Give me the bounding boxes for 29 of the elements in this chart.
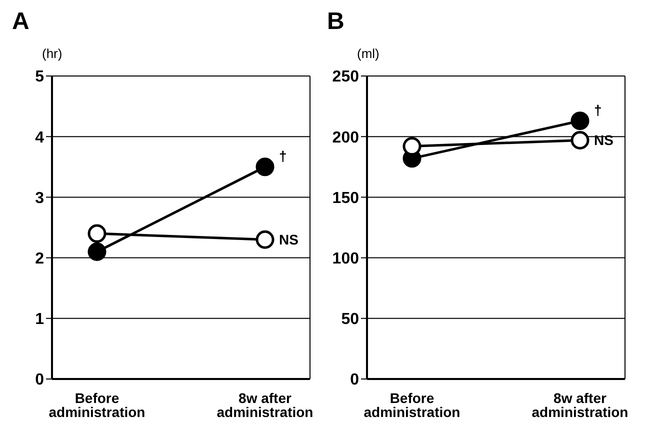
x-tick-label: Before administration	[48, 390, 146, 420]
x-tick-label: Before administration	[364, 390, 460, 420]
y-tick-label: 50	[341, 311, 360, 328]
y-tick-label: 0	[35, 372, 44, 389]
y-tick-label: 5	[35, 68, 44, 86]
y-tick-label: 3	[35, 190, 44, 207]
y-tick-label: 1	[35, 311, 44, 328]
point	[570, 112, 590, 130]
annotation: NS	[279, 232, 298, 248]
point	[88, 242, 106, 261]
y-tick-label: 100	[332, 250, 360, 268]
chart-title: B	[327, 8, 344, 36]
point	[256, 158, 274, 176]
annotation: †	[594, 102, 602, 118]
chart-title: A	[12, 8, 30, 36]
y-tick-label: 200	[332, 129, 360, 146]
y-axis-title: (hr)	[42, 46, 62, 61]
y-axis-title: (ml)	[357, 46, 380, 61]
x-tick-label: 8w after administration	[532, 390, 628, 420]
point	[256, 230, 274, 249]
y-tick-label: 250	[332, 68, 360, 86]
y-tick-label: 2	[35, 250, 44, 268]
y-tick-label: 0	[350, 372, 360, 389]
point	[570, 130, 590, 150]
point	[88, 224, 106, 243]
y-tick-label: 150	[332, 190, 360, 207]
x-tick-label: 8w after administration	[216, 390, 314, 420]
y-tick-label: 4	[35, 129, 44, 146]
annotation: †	[279, 148, 287, 164]
